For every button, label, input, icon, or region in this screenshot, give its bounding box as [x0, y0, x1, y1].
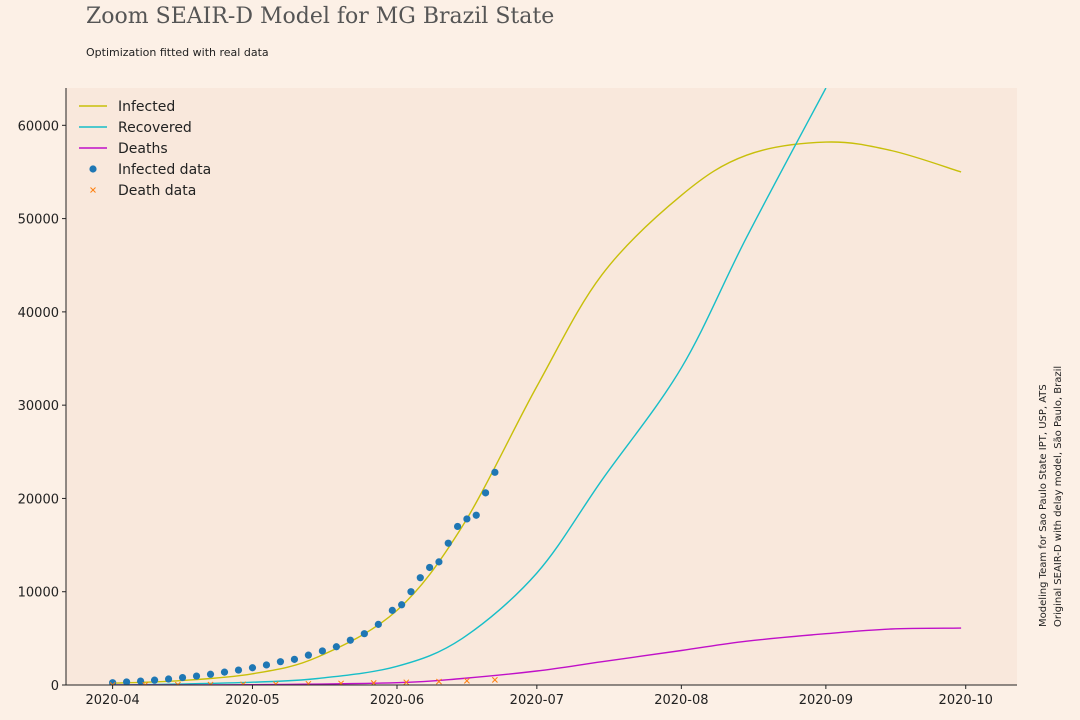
point-infected-data — [463, 515, 471, 523]
point-infected-data — [426, 563, 434, 572]
point-infected-data — [481, 489, 490, 497]
point-infected-data — [206, 670, 215, 678]
legend-item-deaths: Deaths — [79, 141, 168, 157]
point-infected-data — [332, 643, 340, 651]
point-infected-data — [472, 511, 480, 519]
y-tick-label: 40000 — [18, 306, 59, 321]
legend-item-infected: Infected — [79, 99, 175, 115]
legend-handle-infected-data — [89, 165, 97, 173]
x-tick-label: 2020-07 — [510, 693, 564, 708]
point-infected-data — [491, 468, 499, 476]
x-tick-label: 2020-06 — [370, 693, 424, 708]
point-infected-data — [150, 676, 159, 684]
y-tick-label: 60000 — [18, 119, 59, 134]
point-infected-data — [388, 606, 396, 614]
point-infected-data — [444, 539, 452, 547]
legend: Infected Recovered Deaths Infected data Deat… — [79, 99, 211, 199]
point-infected-data — [276, 658, 285, 666]
point-infected-data — [290, 655, 299, 663]
legend-label-infected-data: Infected data — [118, 162, 211, 178]
point-infected-data — [374, 620, 382, 628]
legend-item-infected-data: Infected data — [89, 162, 211, 178]
legend-label-death-data: Death data — [118, 183, 196, 199]
point-infected-data — [136, 677, 145, 685]
x-tick-label: 2020-10 — [939, 693, 993, 708]
point-death-data — [403, 679, 410, 685]
legend-item-death-data: Death data — [90, 183, 196, 199]
point-infected-data — [416, 574, 424, 582]
legend-handle-death-data — [90, 187, 96, 193]
point-death-data — [338, 680, 344, 685]
chart-title: Zoom SEAIR-D Model for MG Brazil State — [86, 4, 555, 29]
point-infected-data — [248, 664, 257, 672]
y-tick-label: 30000 — [18, 399, 59, 414]
point-infected-data — [407, 588, 415, 596]
point-infected-data — [435, 558, 443, 566]
point-infected-data — [346, 636, 354, 644]
axes-layer: 0 10000 20000 30000 40000 50000 60000 2020-04 20… — [18, 88, 1017, 708]
x-tick-label: 2020-09 — [799, 693, 853, 708]
point-infected-data — [234, 666, 243, 674]
x-tick-label: 2020-05 — [225, 693, 279, 708]
point-death-data — [491, 676, 498, 683]
point-infected-data — [360, 630, 368, 638]
chart-subtitle: Optimization fitted with real data — [86, 46, 269, 59]
y-tick-label: 10000 — [18, 586, 59, 601]
series-line-recovered — [112, 88, 827, 685]
series-layer — [109, 88, 962, 685]
point-infected-data — [192, 672, 201, 680]
point-infected-data — [318, 647, 326, 655]
point-infected-data — [123, 678, 131, 685]
x-tick-label: 2020-04 — [85, 693, 139, 708]
point-death-data — [463, 677, 470, 684]
point-death-data — [305, 680, 312, 685]
point-death-data — [240, 681, 247, 685]
y-tick-label: 20000 — [18, 492, 59, 507]
point-death-data — [272, 681, 279, 685]
legend-label-infected: Infected — [118, 99, 175, 115]
point-infected-data — [178, 673, 187, 682]
point-infected-data — [262, 661, 271, 669]
series-line-infected — [112, 141, 962, 684]
x-tick-label: 2020-08 — [654, 693, 708, 708]
series-line-deaths — [112, 627, 962, 685]
point-infected-data — [398, 601, 406, 609]
y-tick-label: 50000 — [18, 213, 59, 228]
point-infected-data — [164, 675, 173, 683]
point-death-data — [435, 678, 442, 685]
legend-label-deaths: Deaths — [118, 141, 168, 157]
plot-area — [66, 88, 1017, 685]
point-infected-data — [304, 651, 313, 659]
point-infected-data — [453, 522, 462, 531]
legend-label-recovered: Recovered — [118, 120, 192, 136]
legend-item-recovered: Recovered — [79, 120, 192, 136]
point-infected-data — [220, 668, 229, 676]
y-tick-label: 0 — [51, 679, 59, 694]
